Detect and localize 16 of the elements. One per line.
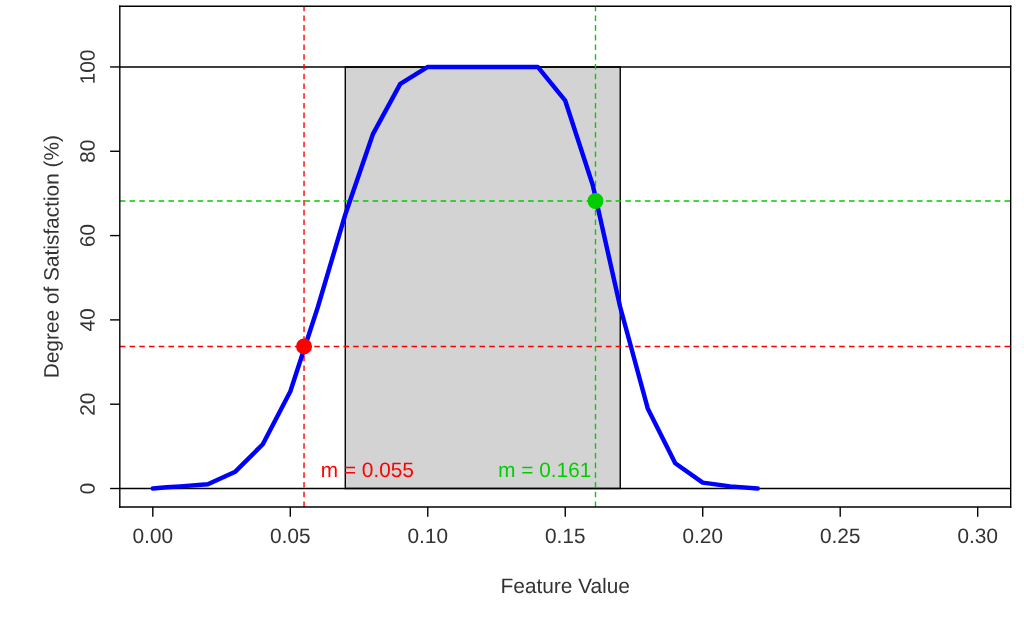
x-tick-label: 0.30 — [958, 528, 998, 544]
y-tick-label: 0 — [80, 483, 95, 494]
y-tick-label: 100 — [80, 50, 95, 83]
y-tick-label: 20 — [80, 393, 95, 415]
x-tick-label: 0.10 — [408, 528, 448, 544]
x-tick-label: 0.05 — [270, 528, 310, 544]
x-tick-label: 0.15 — [545, 528, 585, 544]
annotation: m = 0.161 — [499, 462, 591, 478]
x-tick-label: 0.20 — [683, 528, 723, 544]
y-tick-label: 40 — [80, 309, 95, 331]
x-tick-label: 0.00 — [133, 528, 173, 544]
x-tick-label: 0.25 — [820, 528, 860, 544]
y-axis-title: Degree of Satisfaction (%) — [43, 136, 63, 377]
x-axis-title: Feature Value — [502, 577, 629, 594]
y-tick-label: 80 — [80, 140, 95, 162]
y-tick-label: 60 — [80, 224, 95, 247]
